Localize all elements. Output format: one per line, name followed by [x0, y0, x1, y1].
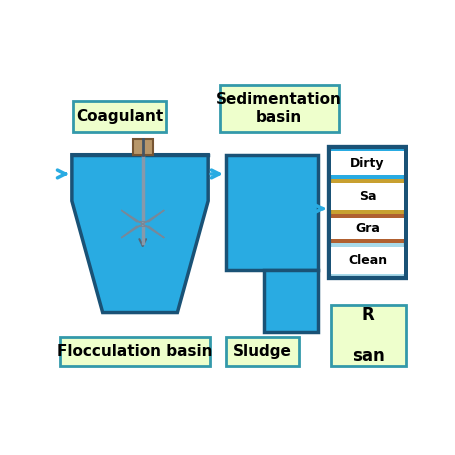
- FancyBboxPatch shape: [264, 270, 318, 332]
- FancyBboxPatch shape: [331, 183, 404, 210]
- FancyBboxPatch shape: [331, 305, 406, 366]
- Text: Sedimentation
basin: Sedimentation basin: [216, 92, 342, 125]
- Text: Coagulant: Coagulant: [76, 109, 163, 124]
- FancyBboxPatch shape: [73, 101, 166, 131]
- FancyBboxPatch shape: [329, 179, 406, 214]
- FancyBboxPatch shape: [226, 337, 299, 366]
- FancyBboxPatch shape: [329, 147, 406, 179]
- Text: Sa: Sa: [359, 190, 376, 203]
- FancyBboxPatch shape: [329, 243, 406, 278]
- FancyBboxPatch shape: [329, 147, 406, 278]
- Text: R

san: R san: [352, 306, 384, 365]
- Polygon shape: [121, 224, 164, 238]
- FancyBboxPatch shape: [226, 155, 318, 270]
- Polygon shape: [72, 155, 208, 313]
- Text: Flocculation basin: Flocculation basin: [57, 344, 213, 359]
- Text: Clean: Clean: [348, 254, 387, 267]
- Text: Dirty: Dirty: [350, 157, 385, 170]
- Polygon shape: [121, 210, 164, 224]
- FancyBboxPatch shape: [331, 218, 404, 239]
- FancyBboxPatch shape: [133, 139, 153, 155]
- FancyBboxPatch shape: [329, 214, 406, 243]
- FancyBboxPatch shape: [61, 337, 211, 366]
- FancyBboxPatch shape: [331, 151, 404, 176]
- FancyBboxPatch shape: [220, 86, 339, 131]
- Text: Gra: Gra: [355, 222, 380, 235]
- Text: Sludge: Sludge: [233, 344, 292, 359]
- FancyBboxPatch shape: [331, 247, 404, 274]
